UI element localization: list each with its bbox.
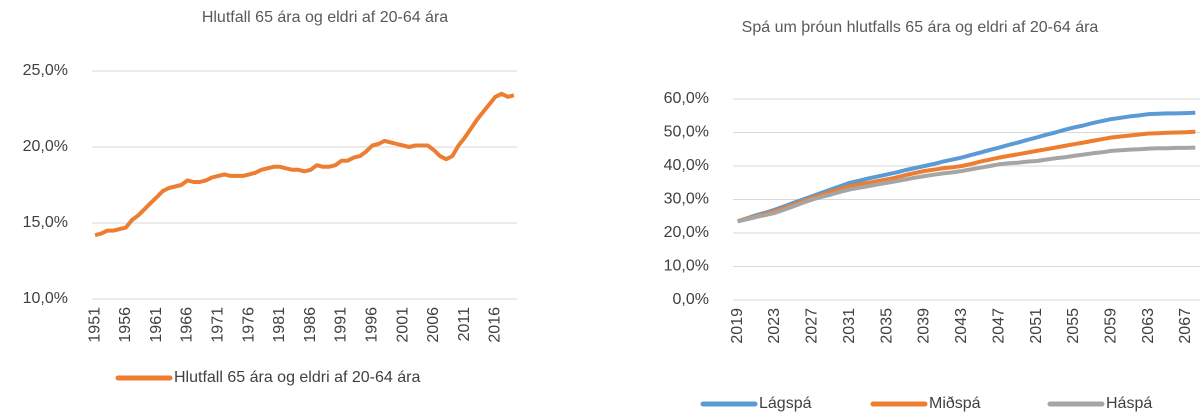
x-tick-label: 1966 <box>179 307 196 343</box>
x-tick-label: 2001 <box>394 307 411 343</box>
x-tick-label: 1991 <box>333 307 350 343</box>
x-tick-label: 2047 <box>990 308 1007 344</box>
y-tick-label: 20,0% <box>23 138 68 155</box>
y-tick-label: 20,0% <box>664 224 709 241</box>
series-line <box>737 145 1196 224</box>
chart-title: Hlutfall 65 ára og eldri af 20-64 ára <box>201 9 449 26</box>
y-tick-label: 10,0% <box>23 290 68 307</box>
x-tick-label: 1971 <box>209 307 226 343</box>
legend-label: Miðspá <box>929 395 981 412</box>
chart-title: Spá um þróun hlutfalls 65 ára og eldri a… <box>741 19 1099 36</box>
y-tick-label: 60,0% <box>664 90 709 107</box>
x-tick-label: 2043 <box>953 308 970 344</box>
y-tick-label: 15,0% <box>23 214 68 231</box>
x-tick-label: 2055 <box>1065 308 1082 344</box>
x-tick-label: 2023 <box>766 308 783 344</box>
x-tick-label: 1986 <box>302 307 319 343</box>
x-tick-label: 1996 <box>363 307 380 343</box>
x-tick-label: 1951 <box>86 307 103 343</box>
x-tick-label: 1976 <box>240 307 257 343</box>
series-line <box>94 91 515 238</box>
x-tick-label: 1956 <box>117 307 134 343</box>
legend-label: Lágspá <box>759 395 812 412</box>
y-tick-label: 50,0% <box>664 124 709 141</box>
legend-label: Hlutfall 65 ára og eldri af 20-64 ára <box>174 369 420 386</box>
x-tick-label: 2019 <box>729 308 746 344</box>
x-tick-label: 1981 <box>271 307 288 343</box>
x-tick-label: 2039 <box>916 308 933 344</box>
x-tick-label: 2031 <box>841 308 858 344</box>
x-tick-label: 2059 <box>1102 308 1119 344</box>
x-tick-label: 2006 <box>425 307 442 343</box>
x-tick-label: 2035 <box>878 308 895 344</box>
x-tick-label: 2016 <box>487 307 504 343</box>
x-tick-label: 2027 <box>804 308 821 344</box>
y-tick-label: 30,0% <box>664 191 709 208</box>
y-tick-label: 10,0% <box>664 258 709 275</box>
y-tick-label: 25,0% <box>23 62 68 79</box>
series-line <box>737 129 1196 224</box>
x-tick-label: 2067 <box>1177 308 1194 344</box>
y-tick-label: 40,0% <box>664 157 709 174</box>
x-tick-label: 2011 <box>456 307 473 342</box>
legend-label: Háspá <box>1106 395 1152 412</box>
x-tick-label: 2051 <box>1028 308 1045 344</box>
x-tick-label: 1961 <box>148 307 165 343</box>
y-tick-label: 0,0% <box>673 291 709 308</box>
x-tick-label: 2063 <box>1140 308 1157 344</box>
